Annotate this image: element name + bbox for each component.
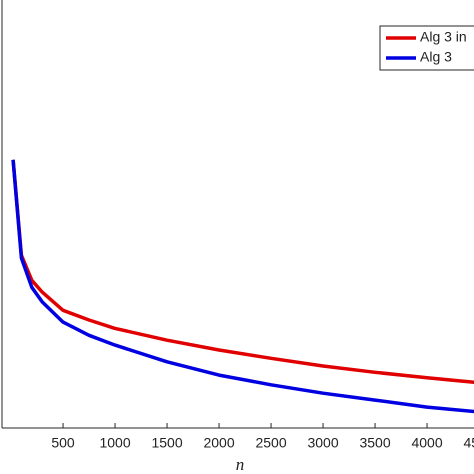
series-line (11, 159, 474, 414)
x-tick-label: 3500 (359, 435, 390, 451)
series-line (11, 159, 474, 384)
x-tick-label: 4000 (411, 435, 442, 451)
x-tick-label: 1000 (99, 435, 130, 451)
legend-label: Alg 3 (420, 49, 452, 65)
x-axis-label: n (236, 455, 245, 474)
legend-label: Alg 3 in (420, 29, 467, 45)
x-tick-label: 2000 (203, 435, 234, 451)
legend-box (379, 25, 474, 71)
x-tick-label: 1500 (151, 435, 182, 451)
x-tick-label: 500 (51, 435, 75, 451)
x-tick-label: 3000 (307, 435, 338, 451)
x-tick-label: 2500 (255, 435, 286, 451)
x-tick-label: 4500 (463, 435, 474, 451)
